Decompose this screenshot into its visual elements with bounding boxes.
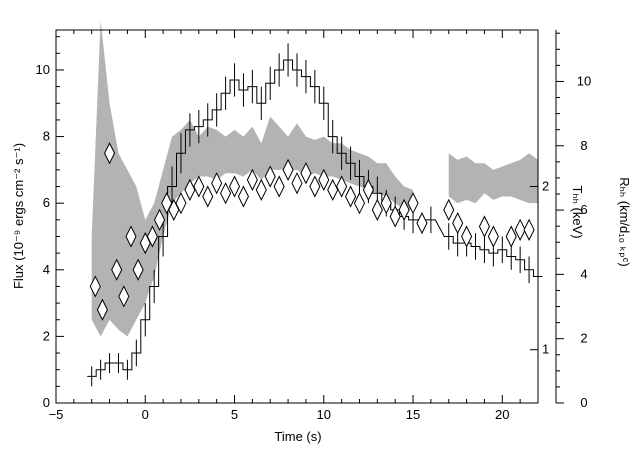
diamond-point <box>96 298 108 321</box>
diamond-point <box>452 212 464 235</box>
y-left-tick-label: 10 <box>36 62 50 77</box>
x-axis-label: Time (s) <box>274 429 321 444</box>
radius-tick-label: 4 <box>580 266 587 281</box>
y-left-tick-label: 0 <box>43 395 50 410</box>
diamond-point <box>202 185 214 208</box>
diamond-point <box>175 192 187 215</box>
x-tick-label: 20 <box>495 407 509 422</box>
diamond-point <box>318 168 330 191</box>
diamond-point <box>353 192 366 215</box>
diamond-point <box>327 178 339 201</box>
temperature-tick-label: 1 <box>542 342 549 357</box>
diamond-series <box>89 142 535 321</box>
diamond-point <box>344 185 357 208</box>
diamond-point <box>336 175 348 198</box>
y-axis-label-right-inner: Tₕₕ (keV) <box>570 185 585 238</box>
diamond-point <box>478 215 491 238</box>
diamond-point <box>389 205 401 228</box>
uncertainty-band-3 <box>448 153 538 204</box>
diamond-point <box>505 225 517 248</box>
radius-tick-label: 2 <box>580 331 587 346</box>
y-axis-label-left: Flux (10⁻⁹ ergs cm⁻² s⁻¹) <box>11 143 26 289</box>
diamond-point <box>89 275 101 298</box>
plot-frame <box>55 29 539 404</box>
x-tick-label: 0 <box>142 407 149 422</box>
diamond-point <box>380 192 392 215</box>
diamond-point <box>184 178 196 201</box>
radius-tick-label: 0 <box>580 395 587 410</box>
diamond-point <box>132 258 144 281</box>
diamond-point <box>282 158 294 181</box>
diamond-point <box>153 208 166 231</box>
diamond-point <box>291 172 303 195</box>
diamond-point <box>309 175 321 198</box>
diamond-point <box>443 198 455 221</box>
diamond-point <box>461 225 473 248</box>
diamond-point <box>416 212 428 235</box>
x-tick-label: −5 <box>49 407 64 422</box>
y-left-tick-label: 6 <box>43 195 50 210</box>
diamond-point <box>371 198 383 221</box>
x-tick-label: 15 <box>406 407 420 422</box>
diamond-point <box>487 225 499 248</box>
diamond-point <box>255 178 267 201</box>
diamond-point <box>146 225 158 248</box>
y-left-tick-label: 4 <box>43 262 50 277</box>
diamond-point <box>246 168 258 191</box>
y-left-tick-label: 2 <box>43 328 50 343</box>
x-tick-label: 5 <box>231 407 238 422</box>
radius-tick-label: 8 <box>580 138 587 153</box>
y-axis-label-right-outer: Rₕₕ (km/d₁₀ ₖₚᶜ) <box>617 177 632 266</box>
y-left-tick-label: 8 <box>43 129 50 144</box>
diamond-point <box>125 225 137 248</box>
x-tick-label: 10 <box>317 407 331 422</box>
radius-tick-label: 10 <box>577 73 591 88</box>
diamond-point <box>193 175 205 198</box>
radius-tick-label: 6 <box>580 202 587 217</box>
diamond-point <box>103 142 116 165</box>
diamond-point <box>237 185 250 208</box>
axis-ticks <box>55 30 564 404</box>
diamond-point <box>211 172 223 195</box>
diamond-point <box>111 258 123 281</box>
diamond-point <box>300 162 312 185</box>
diamond-point <box>264 165 276 188</box>
diamond-point <box>362 178 374 201</box>
diamond-point <box>407 192 419 215</box>
diamond-point <box>514 218 526 241</box>
diamond-point <box>398 198 410 221</box>
diamond-point <box>228 175 241 198</box>
diamond-point <box>118 285 130 308</box>
diamond-point <box>273 175 285 198</box>
diamond-point <box>220 182 232 205</box>
temperature-tick-label: 2 <box>542 179 549 194</box>
diamond-point <box>523 218 535 241</box>
